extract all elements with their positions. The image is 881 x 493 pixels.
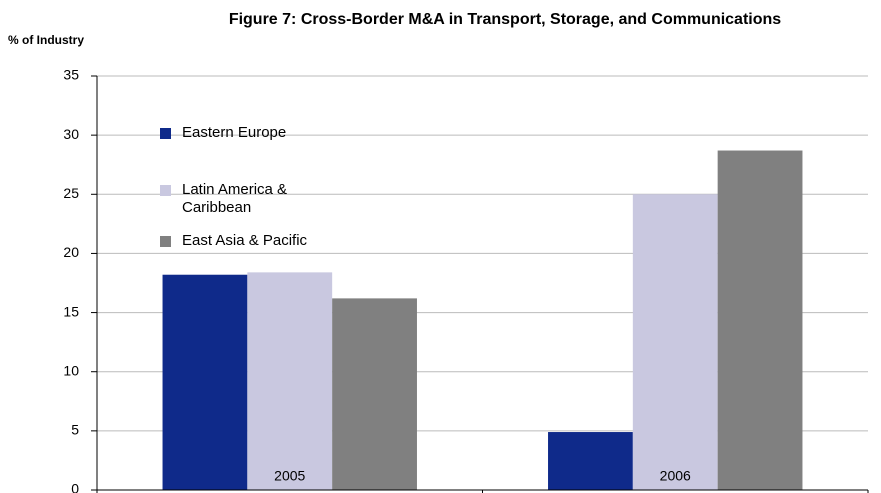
bar — [548, 432, 633, 490]
y-tick-label: 0 — [71, 481, 79, 493]
y-tick-label: 15 — [63, 303, 79, 319]
y-axis-label: % of Industry — [8, 33, 84, 47]
legend-item: Latin America & Caribbean — [160, 181, 310, 217]
bar — [162, 274, 248, 490]
y-tick-label: 20 — [63, 244, 79, 260]
bar — [632, 194, 718, 491]
legend-swatch — [160, 128, 171, 139]
legend-label: Eastern Europe — [182, 124, 287, 141]
x-tick-label: 2005 — [274, 468, 305, 484]
legend-item: East Asia & Pacific — [160, 232, 310, 250]
chart-title: Figure 7: Cross-Border M&A in Transport,… — [229, 11, 781, 28]
y-tick-label: 30 — [63, 126, 79, 142]
bar — [717, 150, 803, 490]
y-tick-label: 35 — [63, 67, 79, 83]
bar — [332, 298, 417, 490]
y-tick-label: 25 — [63, 185, 79, 201]
legend-item: Eastern Europe — [160, 124, 310, 142]
y-tick-label: 10 — [63, 362, 79, 378]
legend-label: Latin America & Caribbean — [182, 181, 288, 216]
legend-label: East Asia & Pacific — [182, 232, 308, 249]
y-tick-label: 5 — [71, 422, 79, 438]
legend-swatch — [160, 185, 171, 196]
legend-swatch — [160, 236, 171, 247]
bar — [247, 272, 333, 490]
x-tick-label: 2006 — [660, 468, 691, 484]
